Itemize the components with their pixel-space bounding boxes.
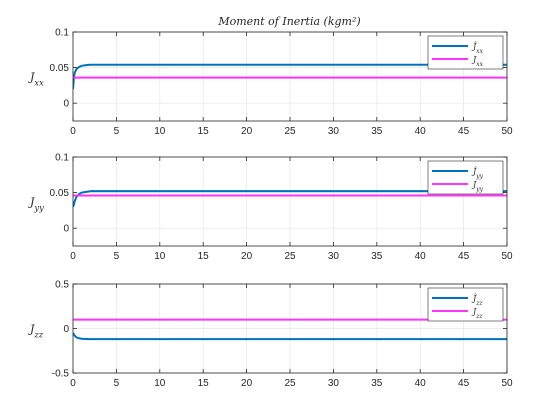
series-group <box>73 190 507 208</box>
y-tick-label: 0.1 <box>55 28 69 39</box>
x-tick-label: 30 <box>328 126 340 137</box>
y-axis-label: Jzz <box>28 323 44 340</box>
x-tick-label: 25 <box>284 126 296 137</box>
y-axis-label: Jxx <box>28 71 44 88</box>
y-tick-label: 0.05 <box>50 188 70 199</box>
legend-entry: Ĵyy <box>471 167 484 180</box>
x-tick-label: 5 <box>114 251 120 262</box>
x-tick-label: 40 <box>415 126 427 137</box>
estimate-series-line <box>73 332 507 341</box>
x-tick-label: 50 <box>501 378 513 389</box>
x-tick-label: 10 <box>154 251 166 262</box>
x-tick-label: 0 <box>70 378 76 389</box>
x-tick-label: 35 <box>371 126 383 137</box>
x-tick-label: 15 <box>198 126 210 137</box>
y-tick-label: 0.1 <box>55 153 69 164</box>
x-tick-label: 10 <box>154 126 166 137</box>
estimate-series-line <box>73 190 507 208</box>
series-group <box>73 63 507 90</box>
x-tick-label: 25 <box>284 378 296 389</box>
legend-box <box>427 160 504 195</box>
x-tick-label: 30 <box>328 378 340 389</box>
y-tick-label: 0.05 <box>50 63 70 74</box>
legend-box <box>427 287 504 322</box>
legend-entry: Jzz <box>471 307 483 320</box>
legend-box <box>427 35 504 70</box>
x-tick-label: 45 <box>458 126 470 137</box>
y-tick-label: 0.5 <box>55 280 69 291</box>
x-tick-label: 40 <box>415 251 427 262</box>
y-tick-label: 0 <box>63 99 69 110</box>
x-tick-label: 30 <box>328 251 340 262</box>
x-tick-label: 5 <box>114 126 120 137</box>
x-tick-label: 40 <box>415 378 427 389</box>
estimate-series-line <box>73 63 507 90</box>
x-tick-label: 0 <box>70 126 76 137</box>
legend-entry: Jxx <box>471 55 484 68</box>
figure-title: Moment of Inertia (kgm²) <box>217 15 360 28</box>
x-tick-label: 35 <box>371 378 383 389</box>
legend-entry: Ĵxx <box>471 42 484 55</box>
x-tick-label: 0 <box>70 251 76 262</box>
y-tick-label: 0 <box>63 324 69 335</box>
y-tick-label: -0.5 <box>52 369 70 380</box>
x-tick-label: 25 <box>284 251 296 262</box>
x-tick-label: 50 <box>501 251 513 262</box>
x-tick-label: 15 <box>198 251 210 262</box>
y-axis-label: Jyy <box>28 196 44 213</box>
x-tick-label: 5 <box>114 378 120 389</box>
legend-entry: Ĵzz <box>471 294 483 307</box>
legend-entry: Jyy <box>471 180 484 193</box>
x-tick-label: 50 <box>501 126 513 137</box>
y-tick-label: 0 <box>63 224 69 235</box>
x-tick-label: 45 <box>458 378 470 389</box>
x-tick-label: 45 <box>458 251 470 262</box>
x-tick-label: 10 <box>154 378 166 389</box>
x-tick-label: 20 <box>241 251 253 262</box>
x-tick-label: 15 <box>198 378 210 389</box>
x-tick-label: 20 <box>241 126 253 137</box>
x-tick-label: 20 <box>241 378 253 389</box>
x-tick-label: 35 <box>371 251 383 262</box>
